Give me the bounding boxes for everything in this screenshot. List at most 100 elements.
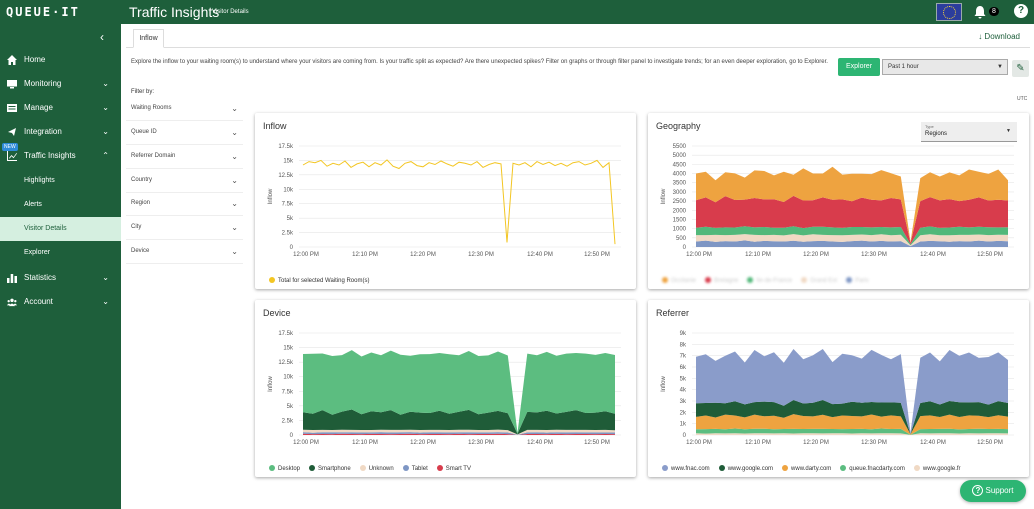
y-tick-label: 12.5k — [278, 360, 294, 366]
y-tick-label: 7k — [680, 354, 687, 360]
collapse-sidebar-icon[interactable]: ‹ — [100, 30, 104, 44]
legend-item-smart-tv[interactable]: Smart TV — [436, 465, 471, 472]
series-area-desktop[interactable] — [303, 350, 615, 434]
series-area-grand-est[interactable] — [696, 234, 1008, 247]
filter-city[interactable]: City ⌄ — [126, 216, 243, 240]
geography-chart[interactable]: 5500500045004000350030002500200015001000… — [648, 113, 1029, 289]
legend-item-smartphone[interactable]: Smartphone — [309, 465, 351, 472]
sidebar-subitem-explorer[interactable]: Explorer — [0, 241, 121, 265]
chevron-down-icon: ⌄ — [102, 273, 109, 282]
series-area-www-fnac-com[interactable] — [696, 349, 1008, 434]
filter-label: Region — [131, 200, 151, 206]
filter-title: Filter by: — [131, 89, 155, 95]
series-line-total-for-selected-waiting-room-s[interactable] — [302, 159, 616, 245]
y-tick-label: 3k — [680, 399, 687, 405]
inflow-chart[interactable]: 17.5k 15k 12.5k 10k 7.5k 5k 2.5k 012:00 PM 12:10… — [255, 113, 636, 289]
sidebar-item-monitoring[interactable]: Monitoring ⌄ — [0, 73, 121, 95]
series-area-www-google-com[interactable] — [696, 400, 1008, 435]
series-area-queue-fnacdarty-com[interactable] — [696, 428, 1008, 435]
series-area-ile-de-france[interactable] — [696, 226, 1008, 246]
chart-icon — [7, 151, 17, 161]
series-area-www-google-fr[interactable] — [696, 433, 1008, 435]
legend-item-www-fnac-com[interactable]: www.fnac.com — [662, 465, 710, 472]
sidebar-item-home[interactable]: Home — [0, 49, 121, 71]
x-tick-label: 12:10 PM — [352, 440, 378, 446]
sidebar-subitem-highlights[interactable]: Highlights — [0, 169, 121, 193]
queue-it-logo[interactable]: QUEUE·IT — [6, 5, 80, 19]
monitor-icon — [7, 80, 17, 89]
device-chart[interactable]: 17.5k 15k 12.5k 10k 7.5k 5k 2.5k 012:00 PM 12:10… — [255, 300, 636, 477]
legend-item-grand-est[interactable]: Grand Est — [801, 277, 837, 284]
x-tick-label: 12:30 PM — [468, 440, 494, 446]
series-area-www-darty-com[interactable] — [696, 414, 1008, 435]
integration-icon — [8, 128, 16, 136]
time-range-value: Past 1 hour — [888, 64, 919, 70]
y-tick-label: 17.5k — [278, 331, 294, 337]
legend-swatch — [402, 465, 409, 471]
legend-item-queue-fnacdarty-com[interactable]: queue.fnacdarty.com — [840, 465, 905, 472]
y-tick-label: 500 — [676, 236, 687, 242]
edit-icon[interactable]: ✎ — [1012, 60, 1029, 77]
series-area-smartphone[interactable] — [303, 409, 615, 435]
series-area-smart-tv[interactable] — [303, 433, 615, 435]
legend-item-total-for-selected-waiting-room-s[interactable]: Total for selected Waiting Room(s) — [269, 277, 369, 284]
filter-region[interactable]: Region ⌄ — [126, 192, 243, 216]
legend-swatch — [309, 465, 316, 471]
legend-item-www-google-fr[interactable]: www.google.fr — [913, 465, 961, 472]
legend-swatch — [718, 465, 725, 471]
filter-waiting-rooms[interactable]: Waiting Rooms ⌄ — [126, 97, 243, 121]
series-area-tablet[interactable] — [303, 432, 615, 435]
sidebar-subitem-alerts[interactable]: Alerts — [0, 193, 121, 217]
x-tick-label: 12:20 PM — [410, 252, 436, 258]
legend-item-www-darty-com[interactable]: www.darty.com — [782, 465, 831, 472]
page-title: Traffic Insights — [129, 4, 220, 20]
explorer-button[interactable]: Explorer — [838, 58, 880, 76]
x-tick-label: 12:30 PM — [861, 252, 887, 258]
sidebar-item-account[interactable]: Account ⌄ — [0, 291, 121, 313]
y-tick-label: 2.5k — [282, 231, 294, 237]
sidebar-item-traffic-insights[interactable]: NEW Traffic Insights ⌃ — [0, 143, 121, 167]
type-select[interactable]: Type Regions ▼ — [921, 122, 1017, 142]
chart-legend: Desktop Smartphone Unknown Tablet Smart TV — [269, 465, 480, 472]
x-tick-label: 12:50 PM — [584, 252, 610, 258]
download-link[interactable]: ↓ Download — [978, 32, 1020, 41]
y-axis-label: Inflow — [661, 376, 667, 392]
sidebar-item-label: Account — [24, 297, 53, 306]
legend-swatch — [747, 277, 754, 283]
series-area-occitanie[interactable] — [696, 166, 1008, 243]
legend-item-desktop[interactable]: Desktop — [269, 465, 300, 472]
y-tick-label: 2.5k — [282, 418, 294, 424]
y-tick-label: 7.5k — [282, 202, 294, 208]
series-area-unknown[interactable] — [303, 429, 615, 435]
eu-flag-icon[interactable] — [936, 3, 962, 21]
bell-icon[interactable] — [973, 5, 987, 19]
chevron-down-icon: ⌄ — [102, 127, 109, 136]
legend-item-www-google-com[interactable]: www.google.com — [718, 465, 773, 472]
help-icon[interactable]: ? — [1014, 4, 1028, 18]
legend-item-tablet[interactable]: Tablet — [402, 465, 428, 472]
legend-item-paris[interactable]: Paris — [846, 277, 869, 284]
sidebar-subitem-visitor-details[interactable]: Visitor Details — [0, 217, 121, 241]
filter-queue-id[interactable]: Queue ID ⌄ — [126, 121, 243, 145]
legend-item-ile-de-france[interactable]: Ile-de-France — [747, 277, 792, 284]
filter-referrer-domain[interactable]: Referrer Domain ⌄ — [126, 145, 243, 169]
legend-item-occitanie[interactable]: Occitanie — [662, 277, 696, 284]
sidebar-item-manage[interactable]: Manage ⌄ — [0, 97, 121, 119]
legend-item-bretagne[interactable]: Bretagne — [705, 277, 738, 284]
filter-country[interactable]: Country ⌄ — [126, 169, 243, 193]
legend-label: Grand Est — [810, 278, 838, 284]
sidebar-item-integration[interactable]: Integration ⌄ — [0, 121, 121, 143]
geography-chart-card: Geography Type Regions ▼ 5500 5000 4500 400… — [648, 113, 1029, 289]
sidebar-item-statistics[interactable]: Statistics ⌄ — [0, 267, 121, 289]
series-area-paris[interactable] — [696, 240, 1008, 247]
tab-inflow[interactable]: Inflow — [133, 29, 164, 48]
filter-device[interactable]: Device ⌄ — [126, 240, 243, 264]
series-area-bretagne[interactable] — [696, 195, 1008, 245]
referrer-chart[interactable]: 9k 8k 7k 6k 5k 4k 3k 2k 1k 012:00 PM 12:10 PM 12:20… — [648, 300, 1029, 477]
support-button[interactable]: ? Support — [960, 480, 1026, 502]
y-tick-label: 2500 — [673, 199, 687, 205]
y-tick-label: 6k — [680, 365, 687, 371]
legend-item-unknown[interactable]: Unknown — [359, 465, 394, 472]
time-range-select[interactable]: Past 1 hour ▼ — [882, 59, 1008, 75]
filter-label: Queue ID — [131, 129, 157, 135]
